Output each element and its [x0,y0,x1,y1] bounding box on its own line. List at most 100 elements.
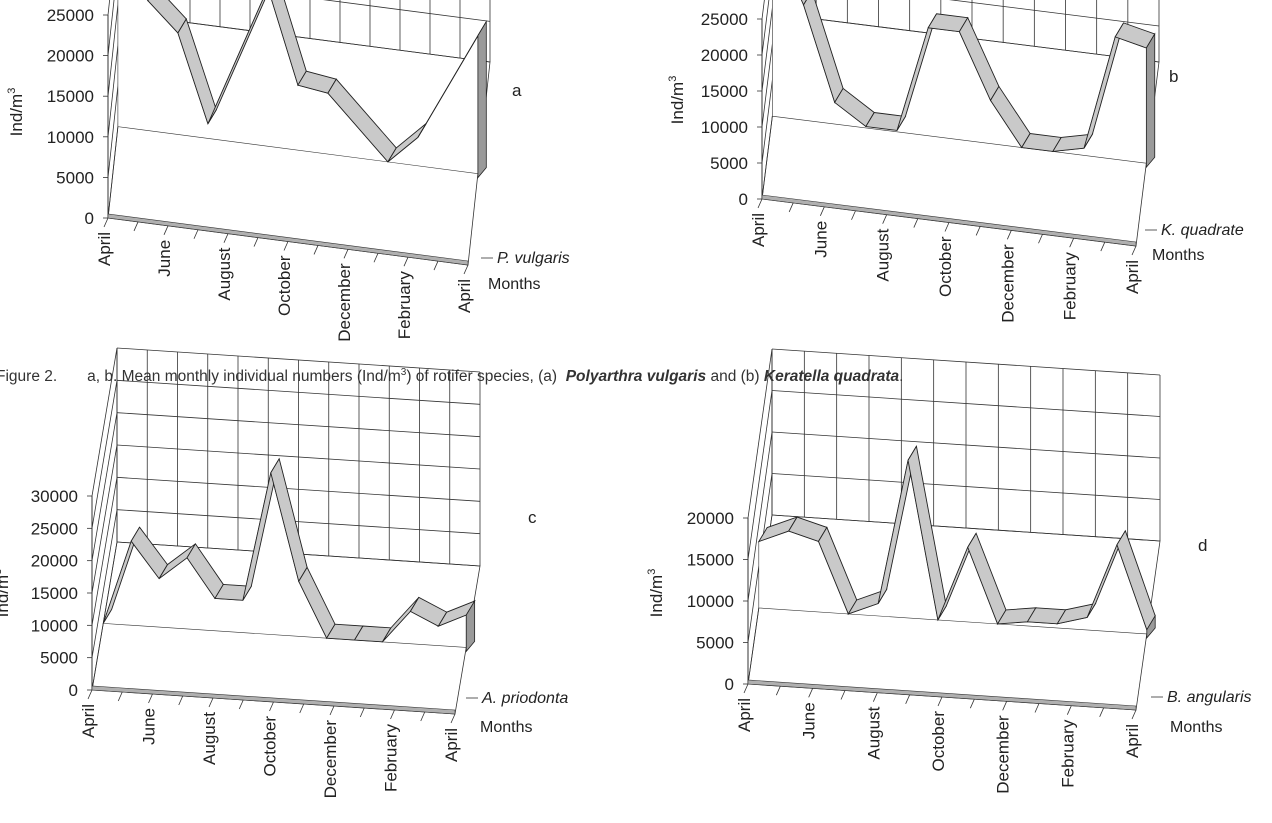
gridline-side [91,509,118,658]
y-tick-label: 15000 [701,82,748,101]
x-tick-label: April [455,279,474,313]
x-tick [819,206,825,216]
caption-text-before: a, b. Mean monthly individual numbers (I… [87,368,401,386]
gridline-side [91,444,118,594]
x-axis-label: Months [1170,719,1222,736]
x-tick [1038,234,1043,244]
x-tick-label: April [95,232,114,266]
x-tick [937,696,943,707]
y-tick-label: 0 [85,209,94,228]
y-tick-label: 25000 [31,519,78,538]
x-tick [840,690,846,700]
panel-label: b [1169,67,1178,86]
x-tick-label: April [79,704,98,738]
series-label: B. angularis [1167,689,1252,706]
x-tick-label: June [811,221,830,258]
y-tick-label: 5000 [696,634,734,653]
panel-label: c [528,508,537,527]
series-ribbon [772,0,1156,169]
caption-text-and: and (b) [710,368,760,386]
chart-panel-d: 0 5000 10000 15000 20000 April June August Octob… [646,348,1252,794]
x-tick [1099,707,1105,717]
x-tick [403,257,409,267]
y-tick-label: 25000 [47,6,94,25]
x-tick [390,709,395,720]
x-tick-label: October [261,716,280,777]
x-tick [283,241,289,251]
x-tick [1006,230,1012,240]
y-tick-label: 10000 [687,592,734,611]
x-tick [163,225,169,235]
x-tick [329,705,335,716]
x-tick [851,210,856,220]
gridline-side [91,412,118,561]
gridline-side [107,0,119,97]
y-tick-label: 5000 [710,154,748,173]
chart-panel-c: 0 5000 10000 15000 20000 25000 30000 April June A… [0,347,568,799]
x-tick-label: June [155,240,174,277]
x-tick [148,693,153,704]
x-tick [463,264,469,275]
x-tick-label: April [1123,724,1142,758]
x-tick [238,699,244,710]
x-tick [133,221,139,232]
y-tick-label: 5000 [40,649,78,668]
y-tick-label: 30000 [31,487,78,506]
panel-label: a [512,81,522,100]
series-segment [207,0,266,125]
gridline-side [761,0,774,92]
y-tick-label: 10000 [47,128,94,147]
x-tick [969,699,975,709]
y-tick-label: 15000 [31,584,78,603]
x-tick-label: April [749,213,768,247]
x-tick [178,695,184,706]
x-tick-label: April [1123,260,1142,294]
x-tick [1034,703,1040,713]
x-tick [433,260,439,271]
series-ribbon [757,445,1156,640]
x-tick [808,688,814,698]
series-end-cap [1146,614,1156,640]
chart-panel-a: 0 5000 10000 15000 20000 25000 April June August… [6,0,570,342]
x-tick [208,697,214,708]
x-tick [313,245,319,255]
x-tick [420,711,426,722]
series-end-cap [1145,32,1156,169]
y-tick-label: 0 [725,675,734,694]
caption-text-end: . [899,368,904,386]
x-tick [373,253,379,263]
panel-label: d [1198,536,1207,555]
y-axis-label: Ind/m3 [667,76,687,125]
series-end-cap [465,599,476,653]
x-tick [757,198,763,209]
x-tick [253,237,259,247]
caption-figure-label: Figure 2. [0,368,58,386]
y-tick-label: 15000 [687,551,734,570]
x-tick [103,217,109,228]
y-tick-label: 10000 [701,118,748,137]
x-tick-label: October [275,255,294,316]
caption-superscript: 3 [400,367,407,378]
x-tick-label: December [335,263,354,342]
x-tick-label: October [936,236,955,297]
gridline-side [107,0,115,56]
x-tick [944,222,950,232]
x-tick-label: December [321,720,340,799]
x-tick [1131,709,1137,720]
gridline-side [747,431,773,602]
x-tick [743,683,749,694]
x-tick [1069,238,1075,248]
y-axis-label: Ind/m3 [6,88,26,137]
x-tick [775,686,781,696]
series-segment [800,0,807,6]
x-tick-label: August [215,247,234,300]
back-wall [747,348,1161,685]
x-tick-label: June [140,708,159,745]
gridline-side [91,347,118,497]
caption-text-middle: ) of rotifer species, (a) [406,368,558,386]
x-tick-label: April [442,728,461,762]
x-tick-label: February [382,724,401,793]
x-tick-label: December [998,244,1017,323]
y-tick-label: 20000 [701,46,748,65]
